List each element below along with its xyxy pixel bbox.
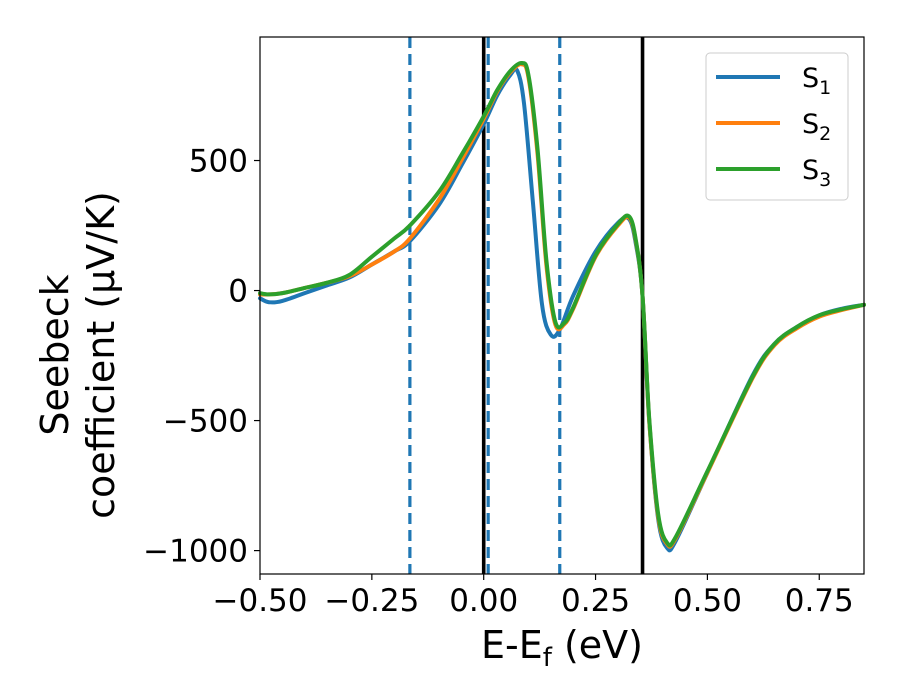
x-axis-label: E-Ef (eV) (481, 623, 643, 673)
x-tick-label: −0.25 (324, 583, 419, 619)
svg-text:E-Ef (eV): E-Ef (eV) (481, 623, 643, 673)
plot-frame (259, 36, 865, 575)
x-tick-label: −0.50 (213, 583, 308, 619)
x-tick-label: 0.50 (673, 583, 742, 619)
y-axis-label-line1: Seebeck (33, 274, 77, 435)
x-axis-label-unit: (eV) (552, 623, 643, 667)
legend-box (705, 52, 849, 201)
series-line-s3 (258, 60, 866, 548)
y-tick-label: 500 (189, 144, 248, 180)
x-tick-label: 0.75 (785, 583, 854, 619)
x-axis-label-text: E-E (481, 623, 543, 667)
y-tick-label: −1000 (143, 534, 248, 570)
y-axis-label: Seebeck coefficient (μV/K) (33, 191, 123, 519)
x-tick-label: 0.25 (561, 583, 630, 619)
y-axis-label-line2: coefficient (μV/K) (79, 191, 123, 519)
y-axis-ticks: −1000 −500 0 500 (143, 144, 260, 570)
x-axis-ticks: −0.50 −0.25 0.00 0.25 0.50 0.75 (213, 574, 854, 619)
y-tick-label: 0 (228, 274, 248, 310)
y-tick-label: −500 (163, 404, 248, 440)
x-tick-label: 0.00 (449, 583, 518, 619)
series-group (258, 60, 866, 553)
x-axis-label-subscript: f (543, 643, 553, 673)
